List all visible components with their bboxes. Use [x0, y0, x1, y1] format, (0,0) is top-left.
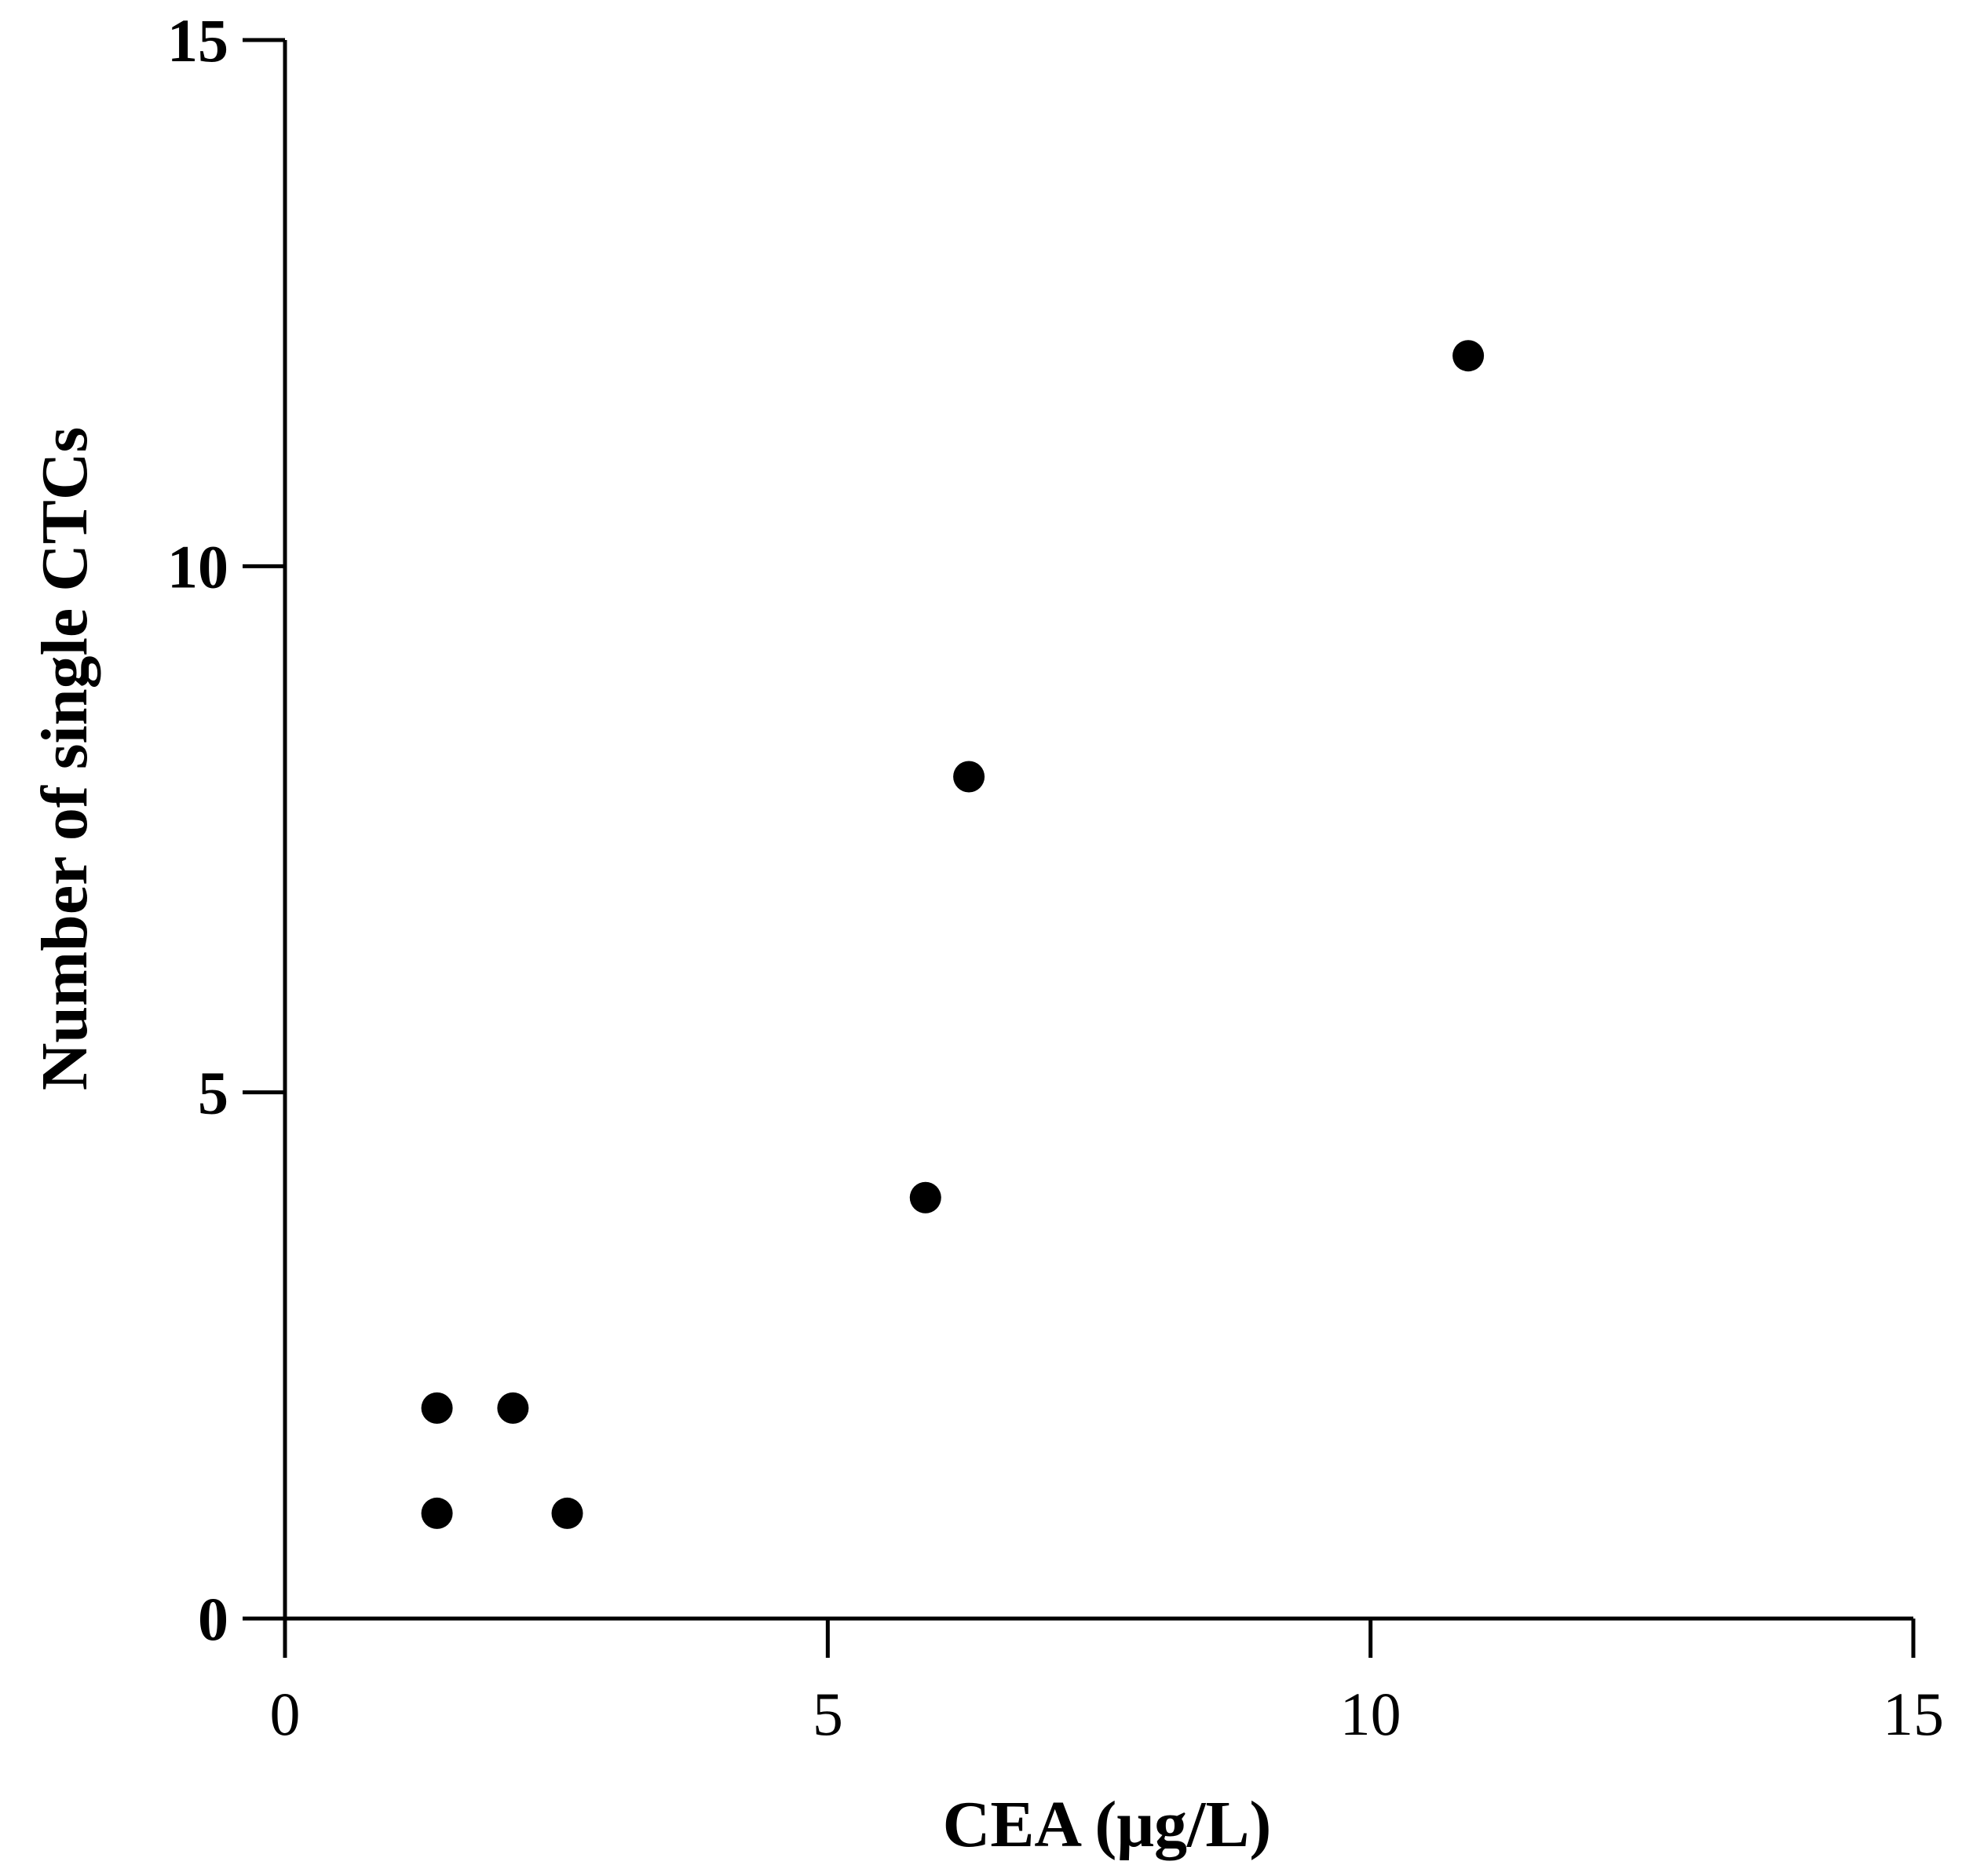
data-point — [421, 1392, 453, 1424]
points-layer — [421, 340, 1485, 1529]
data-point — [909, 1181, 941, 1214]
data-point — [497, 1392, 529, 1424]
x-tick-label: 5 — [813, 1680, 843, 1748]
x-axis-title: CEA (μg/L) — [943, 1788, 1272, 1861]
y-axis-title: Number of single CTCs — [28, 427, 101, 1091]
y-tick-label: 15 — [167, 6, 228, 75]
y-tick-label: 5 — [198, 1059, 228, 1127]
y-tick-label: 10 — [167, 532, 228, 600]
x-tick-label: 0 — [270, 1680, 301, 1748]
data-point — [551, 1497, 583, 1529]
data-point — [1452, 340, 1485, 372]
x-tick-label: 15 — [1883, 1680, 1944, 1748]
x-tick-label: 10 — [1340, 1680, 1401, 1748]
ticks-layer: 0 5 10 15 0 5 10 15 — [167, 6, 1944, 1748]
data-point — [421, 1497, 453, 1529]
data-point — [953, 761, 985, 793]
y-tick-label: 0 — [198, 1585, 228, 1653]
